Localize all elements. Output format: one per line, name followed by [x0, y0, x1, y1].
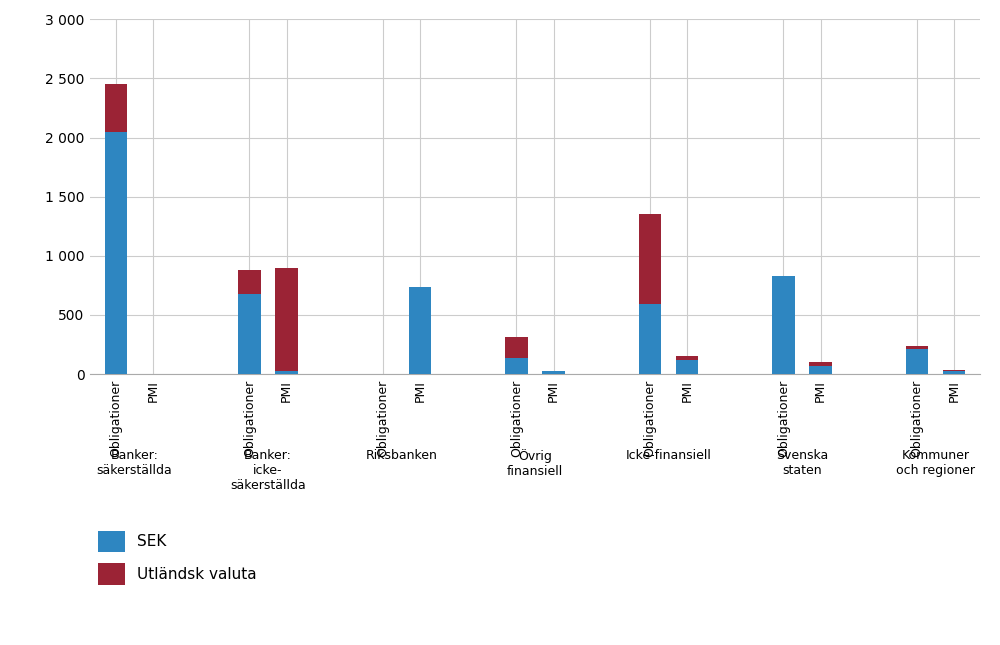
Text: Icke-finansiell: Icke-finansiell: [626, 449, 711, 462]
Bar: [809, 362, 832, 366]
Bar: [238, 270, 261, 293]
Text: Kommuner
och regioner: Kommuner och regioner: [896, 449, 975, 477]
Bar: [542, 372, 565, 374]
Bar: [275, 370, 298, 374]
Bar: [943, 371, 965, 374]
Bar: [505, 337, 528, 357]
Text: Banker:
säkerställda: Banker: säkerställda: [97, 449, 172, 477]
Bar: [676, 356, 698, 360]
Text: Övrig
finansiell: Övrig finansiell: [507, 449, 563, 477]
Bar: [676, 360, 698, 374]
Text: Banker:
icke-
säkerställda: Banker: icke- säkerställda: [230, 449, 306, 491]
Legend: SEK, Utländsk valuta: SEK, Utländsk valuta: [98, 531, 257, 584]
Bar: [772, 276, 795, 374]
Bar: [409, 286, 431, 374]
Bar: [906, 349, 928, 374]
Bar: [639, 304, 661, 374]
Text: Riksbanken: Riksbanken: [366, 449, 437, 462]
Bar: [809, 366, 832, 374]
Text: Svenska
staten: Svenska staten: [776, 449, 828, 477]
Bar: [906, 346, 928, 349]
Bar: [105, 84, 127, 132]
Bar: [105, 132, 127, 374]
Bar: [238, 293, 261, 374]
Bar: [505, 357, 528, 374]
Bar: [275, 268, 298, 370]
Bar: [639, 214, 661, 304]
